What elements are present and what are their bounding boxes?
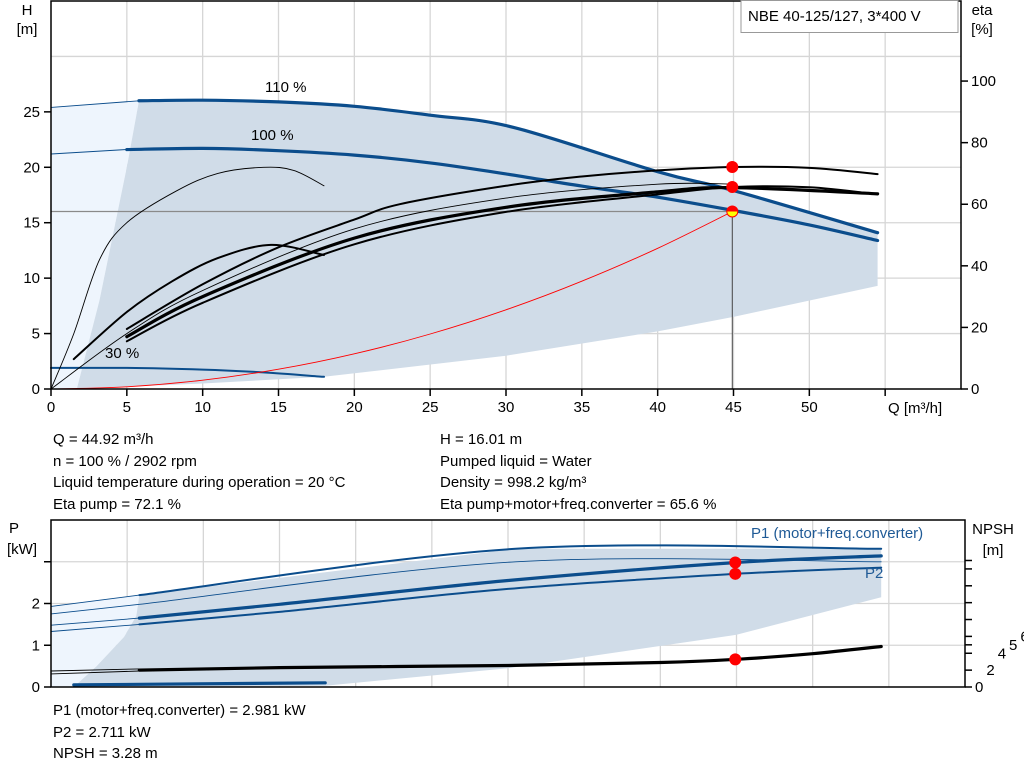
x-tick-label: 0 <box>47 399 55 416</box>
x-tick-label: 50 <box>801 399 818 416</box>
x-tick-label: 25 <box>422 399 439 416</box>
system-curve-11 <box>50 211 733 390</box>
x-tick-label: 40 <box>649 399 666 416</box>
x-tick-label: 30 <box>498 399 515 416</box>
operating-range-light-area <box>51 595 140 687</box>
x-tick-label: 20 <box>346 399 363 416</box>
y-tick-label: 10 <box>23 270 40 287</box>
y-tick-label: 1 <box>32 637 40 654</box>
power-npsh-plot: 0120245681012 <box>32 519 1024 696</box>
power-curve-4 <box>137 554 883 620</box>
power-curve-1 <box>138 544 883 597</box>
y2-tick-label: 20 <box>971 319 988 336</box>
npsh-point <box>729 653 742 666</box>
x-tick-label: 10 <box>194 399 211 416</box>
x-tick-label: 15 <box>270 399 287 416</box>
head-curve-0 <box>50 100 140 108</box>
info-p1: P1 (motor+freq.converter) = 2.981 kW <box>53 702 306 719</box>
y2-tick-label: 5 <box>1009 637 1017 654</box>
curve-label-30: 30 % <box>105 345 139 362</box>
y-tick-label: 0 <box>32 381 40 398</box>
curve-label-p2: P2 <box>865 565 883 582</box>
efficiency-curve-5 <box>50 166 325 390</box>
y2-tick-label: 60 <box>971 196 988 213</box>
npsh-curve-10 <box>137 644 883 672</box>
y-axis-title: H <box>22 2 33 19</box>
y-tick-label: 20 <box>23 159 40 176</box>
p-axis-unit: [kW] <box>7 541 37 558</box>
info-liquid-temperature: Liquid temperature during operation = 20… <box>53 474 346 491</box>
y2-tick-label: 0 <box>975 679 983 696</box>
curve-label-100: 100 % <box>251 127 294 144</box>
operating-range-area <box>76 100 878 390</box>
head-efficiency-plot: 0 5 10 15 20 25 30 35 40 45 50 0 5 10 15 20 25 0 20 40 60 80 1… <box>23 0 996 416</box>
efficiency-curve-6 <box>72 243 325 361</box>
y2-tick-label: 40 <box>971 258 988 275</box>
info-density: Density = 998.2 kg/m³ <box>440 474 587 491</box>
y2-tick-label: 2 <box>986 662 994 679</box>
duty-point-marker <box>727 211 738 217</box>
x-tick-label: 35 <box>573 399 590 416</box>
y-tick-label: 15 <box>23 215 40 232</box>
head-curve-2 <box>50 149 128 155</box>
info-top-left: Q = 44.92 m³/h n = 100 % / 2902 rpm Liqu… <box>53 429 345 515</box>
power-curve-3 <box>50 617 140 626</box>
curve-label-p1: P1 (motor+freq.converter) <box>751 525 923 542</box>
npsh-axis-unit: [m] <box>983 542 1004 559</box>
npsh-curve-8 <box>50 668 140 672</box>
info-bottom: P1 (motor+freq.converter) = 2.981 kW P2 … <box>53 700 306 765</box>
y-tick-label: 2 <box>32 596 40 613</box>
x-axis-title: Q [m³/h] <box>888 400 942 417</box>
x-tick-label: 5 <box>123 399 131 416</box>
info-top-right: H = 16.01 m Pumped liquid = Water Densit… <box>440 429 716 515</box>
info-p2: P2 = 2.711 kW <box>53 723 151 741</box>
curve-label-110: 110 % <box>265 79 306 96</box>
info-eta-pump: Eta pump = 72.1 % <box>53 495 181 513</box>
efficiency-curve-10 <box>125 185 879 343</box>
info-pumped-liquid: Pumped liquid = Water <box>440 452 592 470</box>
info-speed: n = 100 % / 2902 rpm <box>53 452 197 470</box>
y2-axis-unit: [%] <box>971 21 993 38</box>
power-curve-6 <box>138 566 883 626</box>
y-tick-label: 0 <box>32 679 40 696</box>
head-curve-4 <box>50 366 325 378</box>
y-tick-label: 25 <box>23 104 40 121</box>
efficiency-curve-7 <box>50 182 734 390</box>
y2-axis-title: eta <box>972 2 994 19</box>
y2-tick-label: 4 <box>998 645 1006 662</box>
legend-box <box>740 0 959 33</box>
eta-pump-point <box>726 160 739 173</box>
operating-range-area <box>73 548 882 687</box>
y-axis-unit: [m] <box>17 21 38 38</box>
npsh-axis-title: NPSH <box>972 521 1014 538</box>
efficiency-curve-8 <box>125 165 879 330</box>
npsh-curve-9 <box>50 670 140 675</box>
p-axis-title: P <box>9 520 19 537</box>
power-curve-0 <box>50 594 140 607</box>
pump-model-label: NBE 40-125/127, 3*400 V <box>748 8 921 25</box>
head-curve-3 <box>125 146 880 243</box>
y-tick-label: 5 <box>32 326 40 343</box>
p1-point <box>729 556 742 569</box>
y2-tick-label: 6 <box>1020 628 1024 645</box>
info-npsh: NPSH = 3.28 m <box>53 745 158 762</box>
power-curve-7 <box>72 681 327 687</box>
power-curve-2 <box>50 558 882 615</box>
info-head: H = 16.01 m <box>440 431 523 448</box>
info-flow: Q = 44.92 m³/h <box>53 431 154 448</box>
y2-tick-label: 100 <box>971 73 996 90</box>
p2-point <box>729 567 742 580</box>
eta-total-point <box>726 180 739 193</box>
x-tick-label: 45 <box>725 399 742 416</box>
y2-tick-label: 80 <box>971 135 988 152</box>
y2-tick-label: 0 <box>971 381 979 398</box>
power-curve-5 <box>50 623 140 632</box>
info-eta-total: Eta pump+motor+freq.converter = 65.6 % <box>440 495 717 513</box>
operating-range-light-area <box>51 100 139 390</box>
